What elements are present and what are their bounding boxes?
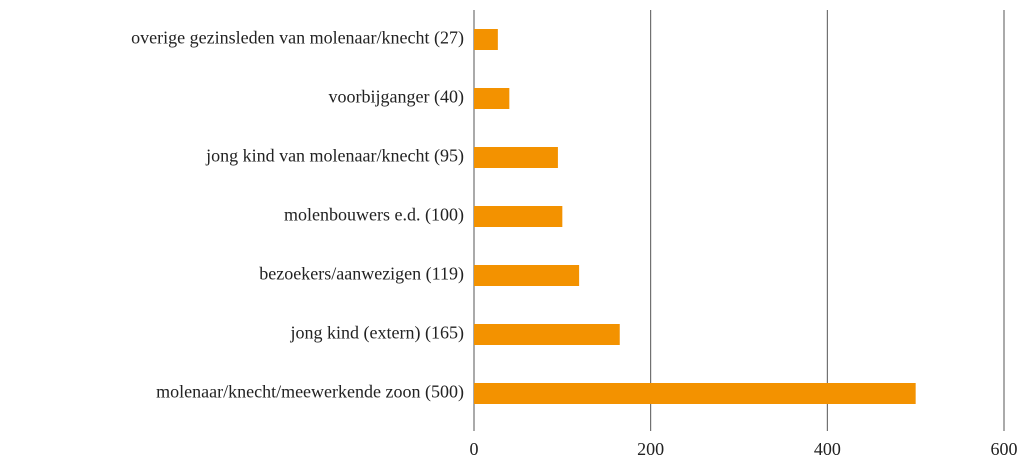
- bar: [474, 383, 916, 404]
- y-tick-label: jong kind (extern) (165): [290, 323, 464, 344]
- y-tick-label: molenaar/knecht/meewerkende zoon (500): [156, 382, 464, 403]
- x-tick-label: 600: [991, 439, 1018, 459]
- y-tick-label: jong kind van molenaar/knecht (95): [205, 146, 464, 167]
- y-tick-label: voorbijganger (40): [329, 87, 464, 108]
- bar: [474, 88, 510, 109]
- bar: [474, 265, 580, 286]
- bar: [474, 324, 620, 345]
- bar: [474, 147, 558, 168]
- bar: [474, 206, 563, 227]
- x-tick-label: 0: [470, 439, 479, 459]
- bar: [474, 29, 498, 50]
- x-tick-label: 400: [814, 439, 841, 459]
- y-tick-label: bezoekers/aanwezigen (119): [259, 264, 464, 285]
- y-tick-label: overige gezinsleden van molenaar/knecht …: [131, 28, 464, 49]
- y-tick-label: molenbouwers e.d. (100): [284, 205, 464, 226]
- x-tick-label: 200: [637, 439, 664, 459]
